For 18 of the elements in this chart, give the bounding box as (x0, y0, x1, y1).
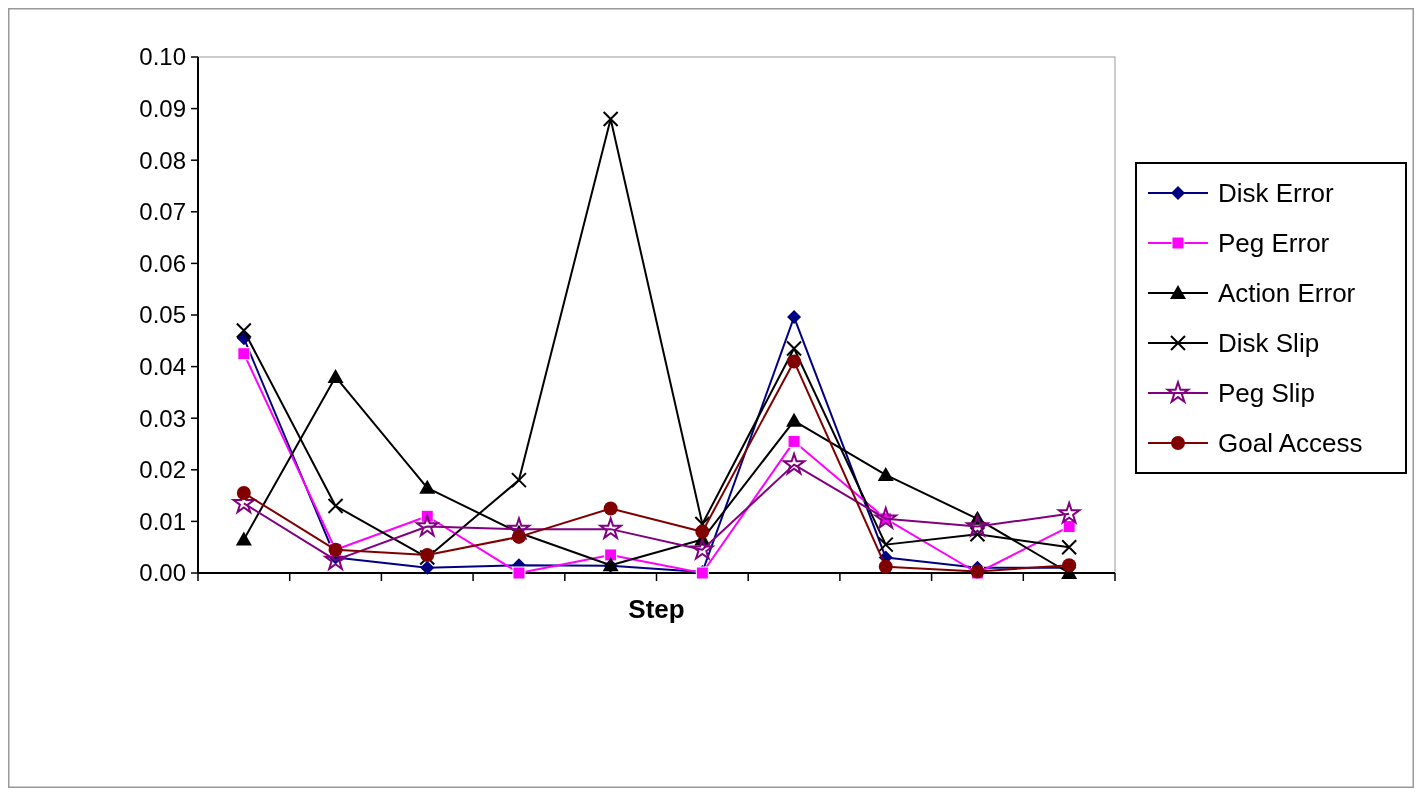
y-tick-label: 0.09 (139, 95, 186, 122)
legend-label: Goal Access (1218, 428, 1363, 459)
y-tick-label: 0.03 (139, 404, 186, 432)
y-tick-label: 0.00 (139, 559, 186, 587)
x-axis-title: Step (628, 594, 685, 624)
legend-label: Peg Error (1218, 228, 1330, 259)
y-tick-label: 0.10 (139, 43, 186, 71)
y-tick-label: 0.01 (139, 507, 186, 535)
legend-label: Disk Slip (1218, 328, 1320, 359)
y-tick-label: 0.05 (139, 301, 186, 329)
y-tick-label: 0.08 (139, 146, 186, 174)
y-tick-label: 0.04 (139, 353, 186, 380)
y-tick-label: 0.06 (139, 249, 186, 277)
legend-label: Peg Slip (1218, 378, 1315, 409)
legend-label: Action Error (1218, 278, 1356, 309)
y-tick-label: 0.07 (139, 198, 186, 226)
y-tick-label: 0.02 (139, 456, 186, 484)
legend-label: Disk Error (1218, 178, 1334, 209)
